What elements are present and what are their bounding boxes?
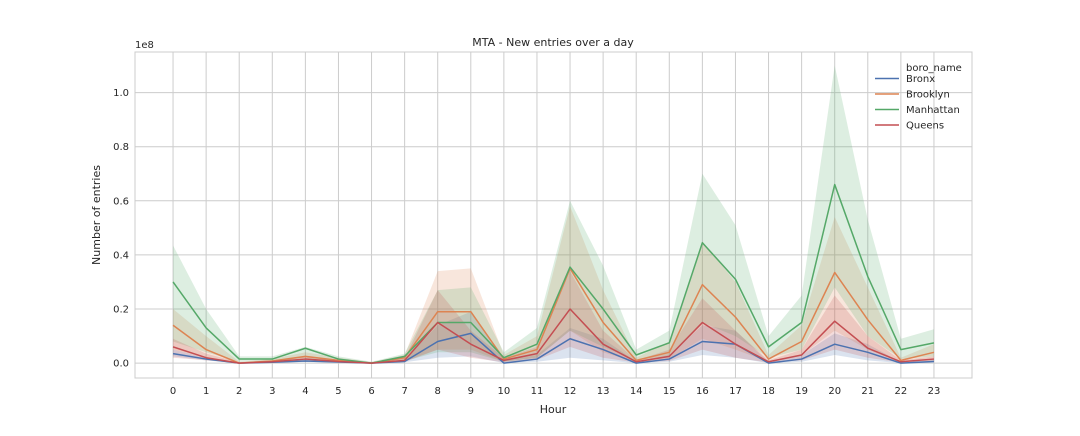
x-tick-label: 0 — [170, 386, 176, 397]
x-tick-label: 11 — [531, 386, 544, 397]
legend: boro_name Bronx Brooklyn Manhattan Queens — [875, 63, 962, 132]
series-line-bronx — [172, 332, 934, 364]
y-multiplier-label: 1e8 — [135, 40, 154, 51]
x-tick-label: 19 — [795, 386, 808, 397]
x-tick-label: 2 — [236, 386, 242, 397]
series-line-queens — [172, 308, 935, 364]
x-tick-label: 21 — [861, 386, 874, 397]
confidence-band-brooklyn — [173, 206, 934, 364]
y-tick-labels: 0.0 0.2 0.4 0.6 0.8 1.0 — [113, 88, 129, 370]
y-tick-label: 0.2 — [113, 305, 129, 316]
x-tick-label: 16 — [696, 386, 709, 397]
x-axis-label: Hour — [540, 403, 567, 416]
legend-label-queens: Queens — [906, 121, 944, 132]
chart-title: MTA - New entries over a day — [472, 36, 634, 49]
plot-frame — [134, 51, 973, 379]
x-tick-labels: 0 1 2 3 4 5 6 7 8 9 10 11 12 13 14 15 16 17 18 19 20 21 22 23 — [170, 386, 940, 397]
x-tick-label: 23 — [928, 386, 941, 397]
x-tick-label: 12 — [564, 386, 577, 397]
series-line-manhattan — [172, 183, 935, 364]
legend-label-bronx: Bronx — [906, 74, 935, 85]
x-tick-label: 22 — [895, 386, 908, 397]
confidence-band-bronx — [173, 311, 934, 364]
confidence-bands — [173, 65, 934, 364]
x-tick-label: 3 — [269, 386, 275, 397]
y-tick-label: 0.4 — [113, 250, 129, 261]
x-tick-label: 9 — [468, 386, 474, 397]
y-axis-label: Number of entries — [90, 165, 103, 265]
confidence-band-queens — [173, 271, 934, 364]
legend-title: boro_name — [906, 63, 962, 74]
x-tick-label: 7 — [401, 386, 407, 397]
x-tick-label: 10 — [498, 386, 511, 397]
x-tick-label: 13 — [597, 386, 610, 397]
x-tick-label: 1 — [203, 386, 209, 397]
confidence-band-manhattan — [173, 65, 934, 364]
series-lines — [172, 183, 935, 364]
x-tick-label: 20 — [828, 386, 841, 397]
y-tick-label: 0.0 — [113, 359, 129, 370]
legend-label-manhattan: Manhattan — [906, 105, 960, 116]
series-line-brooklyn — [172, 267, 935, 364]
x-tick-label: 17 — [729, 386, 742, 397]
y-tick-label: 0.8 — [113, 142, 129, 153]
y-tick-label: 1.0 — [113, 88, 129, 99]
x-tick-label: 4 — [302, 386, 308, 397]
grid-layer — [135, 52, 972, 378]
y-tick-label: 0.6 — [113, 196, 129, 207]
x-tick-label: 6 — [368, 386, 374, 397]
x-tick-label: 14 — [630, 386, 643, 397]
x-tick-label: 15 — [663, 386, 676, 397]
legend-label-brooklyn: Brooklyn — [906, 90, 950, 101]
x-tick-label: 8 — [435, 386, 441, 397]
x-tick-label: 5 — [335, 386, 341, 397]
x-tick-label: 18 — [762, 386, 775, 397]
